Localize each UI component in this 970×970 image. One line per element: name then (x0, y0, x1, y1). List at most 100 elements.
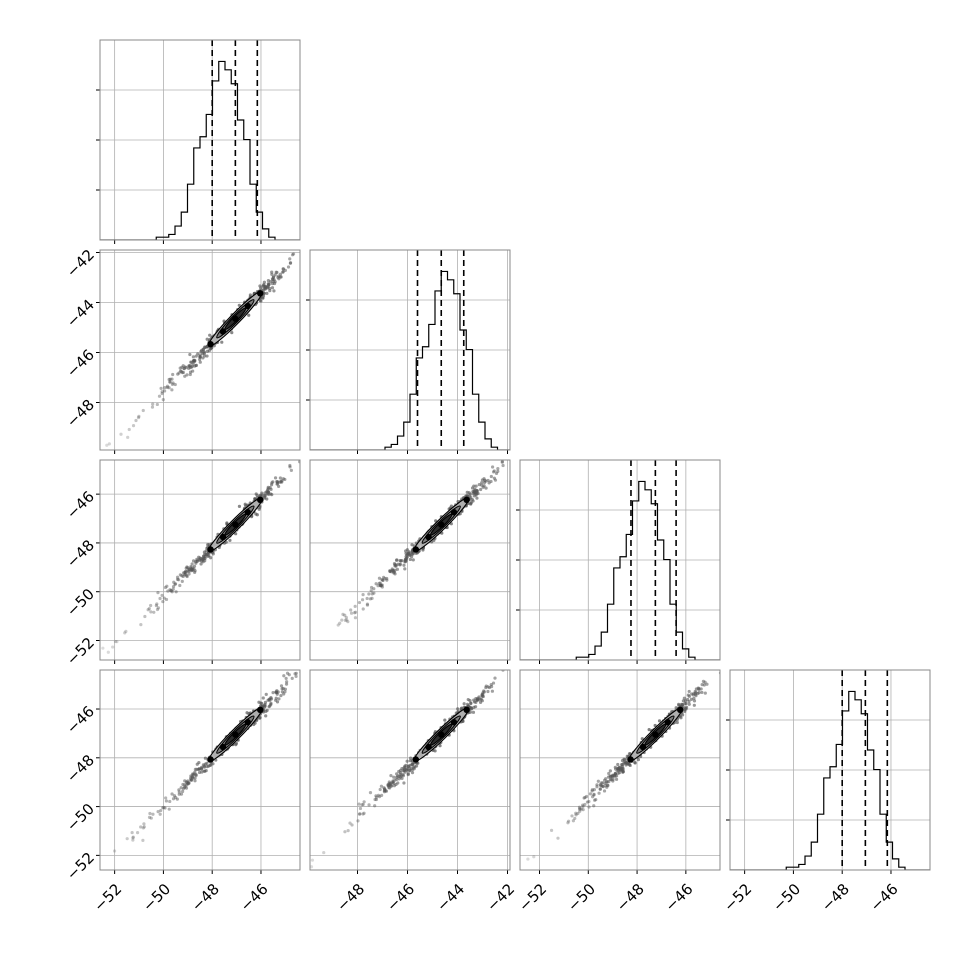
xtick-label-1-0: −48 (333, 880, 368, 915)
scatter-point (124, 629, 128, 633)
scatter-point (131, 838, 135, 842)
scatter-point (399, 559, 403, 563)
scatter-point (193, 570, 197, 574)
scatter-point (154, 604, 159, 608)
ytick-label-1-1: −46 (63, 346, 98, 381)
scatter-point (409, 756, 413, 760)
scatter-point (266, 282, 270, 286)
scatter-point (395, 567, 400, 571)
scatter-point (484, 684, 488, 688)
scatter-point (202, 769, 206, 773)
scatter-point (123, 631, 127, 635)
scatter-point (699, 687, 703, 691)
scatter-point (692, 696, 696, 700)
scatter-point (346, 829, 350, 833)
scatter-point (398, 768, 403, 773)
scatter-point (353, 616, 358, 620)
scatter-point (368, 791, 373, 795)
scatter-point (171, 584, 176, 589)
scatter-point (147, 607, 151, 611)
scatter-point (374, 582, 378, 586)
scatter-point (412, 767, 416, 771)
scatter-point (614, 774, 619, 778)
scatter-point (189, 360, 193, 364)
scatter-point (357, 812, 362, 816)
scatter-point (395, 558, 399, 562)
scatter-point (493, 676, 497, 680)
ytick-label-3-0: −52 (63, 849, 98, 884)
scatter-point (344, 615, 348, 620)
scatter-point (680, 702, 685, 707)
scatter-point (187, 569, 191, 573)
core-point-2-1-0 (412, 546, 420, 553)
scatter-point (161, 806, 165, 810)
scatter-point (338, 621, 342, 625)
scatter-point (617, 770, 622, 775)
scatter-point (581, 808, 585, 812)
scatter-point (460, 706, 464, 710)
core-point-2-1-1 (425, 533, 432, 541)
scatter-point (283, 687, 287, 691)
scatter-point (199, 348, 204, 353)
scatter-point (288, 257, 292, 261)
scatter-point (583, 802, 587, 807)
scatter-point (177, 790, 181, 794)
scatter-point (295, 245, 298, 248)
scatter-point (206, 764, 211, 768)
scatter-point (188, 352, 192, 357)
scatter-point (405, 555, 409, 559)
scatter-point (608, 769, 612, 773)
scatter-point (406, 772, 410, 777)
scatter-point (369, 589, 373, 593)
scatter-point (193, 779, 197, 783)
histogram-2 (520, 480, 720, 660)
scatter-point (683, 701, 687, 706)
scatter-point (607, 771, 611, 776)
scatter-point (184, 570, 189, 574)
scatter-point (482, 484, 486, 488)
scatter-point (262, 705, 267, 709)
scatter-point (475, 697, 479, 701)
scatter-point (365, 596, 369, 601)
scatter-point (374, 797, 379, 802)
scatter-point (692, 703, 696, 707)
scatter-point (263, 287, 268, 291)
scatter-point (380, 583, 384, 587)
scatter-point (411, 558, 415, 562)
scatter-point (159, 808, 163, 813)
scatter-point (625, 760, 629, 764)
scatter-point (156, 810, 160, 814)
panel-frame-3-3 (729, 669, 931, 871)
ytick-label-1-0: −48 (63, 396, 98, 431)
scatter-point (433, 749, 437, 753)
scatter-point (284, 676, 288, 681)
scatter-point (125, 837, 129, 841)
scatter-point (193, 776, 197, 780)
scatter-point (228, 538, 232, 542)
scatter-point (373, 804, 377, 808)
scatter-point (409, 766, 413, 771)
scatter-point (261, 696, 265, 700)
scatter-point (622, 761, 626, 765)
scatter-point (684, 707, 688, 711)
scatter-point (376, 584, 380, 588)
scatter-point (149, 610, 153, 614)
scatter-point (696, 686, 700, 690)
scatter-point (279, 684, 284, 688)
scatter-point (365, 603, 370, 607)
scatter-point (345, 618, 349, 622)
scatter-point (277, 697, 281, 701)
core-point-2-0-0 (207, 546, 214, 553)
scatter-point (705, 682, 709, 686)
scatter-point (390, 567, 394, 571)
scatter-point (294, 671, 298, 675)
panel-frame-3-2 (519, 669, 721, 871)
scatter-point (107, 442, 111, 446)
scatter-point (156, 591, 160, 595)
scatter-point (343, 830, 347, 834)
scatter-point (383, 789, 387, 793)
scatter-point (194, 561, 198, 565)
scatter-point (274, 270, 278, 274)
scatter-point (283, 881, 286, 884)
scatter-point (173, 795, 178, 800)
